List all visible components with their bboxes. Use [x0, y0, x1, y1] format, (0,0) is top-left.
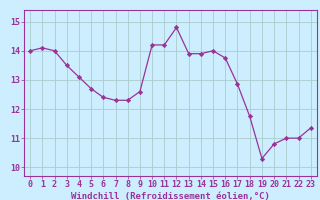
X-axis label: Windchill (Refroidissement éolien,°C): Windchill (Refroidissement éolien,°C): [71, 192, 270, 200]
